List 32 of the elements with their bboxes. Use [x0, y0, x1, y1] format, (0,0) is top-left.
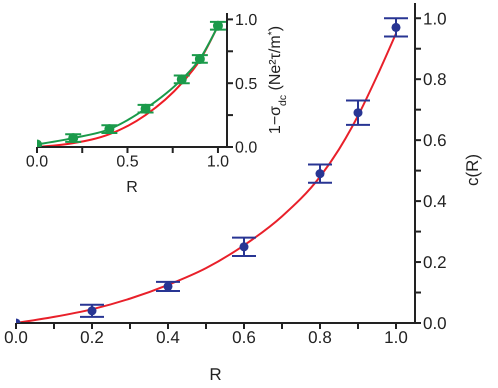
x-tick-label: 0.5 — [116, 153, 139, 170]
point — [239, 242, 249, 252]
y-tick-label: 0.4 — [423, 192, 447, 212]
x-tick-label: 1.0 — [206, 153, 230, 170]
y-tick-label: 0.5 — [235, 76, 258, 93]
y-tick-label: 1.0 — [235, 12, 258, 30]
point — [315, 169, 325, 178]
point — [140, 104, 151, 114]
x-axis-title: R — [209, 365, 222, 384]
y-tick-label: 0.6 — [423, 131, 447, 150]
point — [163, 282, 173, 291]
point — [212, 20, 223, 31]
y-axis-title: c(R) — [463, 154, 482, 186]
x-tick-label: 0.0 — [4, 328, 28, 348]
point — [353, 108, 363, 118]
y-tick-label: 0.8 — [423, 70, 447, 90]
y-tick-label: 0.0 — [423, 314, 447, 334]
y-tick-label: 0.0 — [235, 140, 258, 157]
x-tick-label: 0.0 — [26, 153, 48, 170]
point — [68, 133, 78, 144]
point — [176, 74, 187, 84]
x-tick-label: 0.4 — [156, 328, 180, 348]
point — [104, 124, 114, 134]
x-tick-label: 0.8 — [308, 328, 332, 348]
y-tick-label: 0.2 — [423, 253, 447, 272]
x-axis-title: R — [126, 179, 138, 196]
x-tick-label: 0.2 — [80, 328, 104, 348]
point — [87, 306, 97, 316]
x-tick-label: 1.0 — [384, 328, 408, 348]
point — [391, 22, 401, 32]
y-tick-label: 1.0 — [423, 9, 447, 28]
point — [194, 54, 205, 64]
